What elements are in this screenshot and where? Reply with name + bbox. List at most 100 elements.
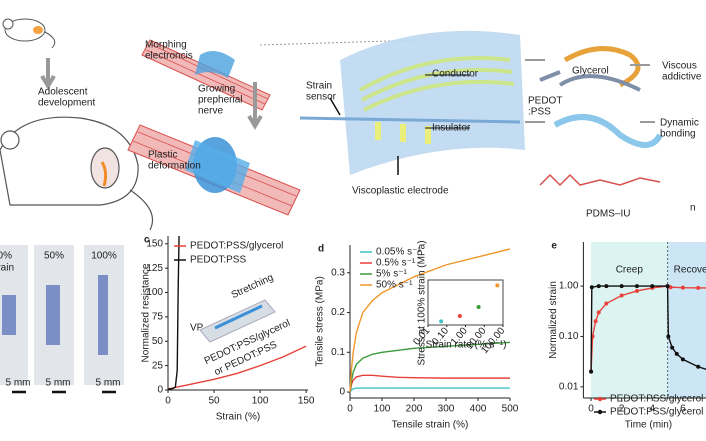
series-marker <box>665 284 670 289</box>
annotation: VP <box>190 323 204 334</box>
arrow <box>40 58 56 90</box>
electrode-film <box>299 30 525 176</box>
x-tick-label: 200 <box>406 404 423 415</box>
big-mouse <box>0 116 154 231</box>
x-axis-label: Tensile strain (%) <box>392 420 469 431</box>
annotation: Stretching <box>230 272 275 301</box>
illustration-label: addictive <box>662 72 702 83</box>
photo-label: strain <box>0 263 14 274</box>
illustration-label: Viscous <box>662 61 697 72</box>
illustration-label: Adolescent <box>38 87 88 98</box>
series-marker <box>650 284 655 289</box>
y-tick-label: 50 <box>152 336 164 347</box>
x-tick-label: 0 <box>588 404 594 415</box>
illustration-label: sensor <box>306 92 337 103</box>
inset-y-label: Stress at 100% strain (MPa) <box>417 240 428 365</box>
series-marker <box>604 284 609 289</box>
series-marker <box>593 319 598 324</box>
series-line <box>349 387 510 393</box>
legend-label: PEDOT:PSS <box>190 255 246 266</box>
illustration-label: deformation <box>148 161 201 172</box>
nerve-tube-bottom <box>127 124 301 216</box>
y-axis-label: Normalized strain <box>548 281 559 359</box>
illustration-label: bonding <box>660 129 696 140</box>
inset-point <box>457 314 462 318</box>
legend-swatch <box>597 409 603 415</box>
series-marker <box>596 310 601 315</box>
legend-label: PEDOT:PSS/glycerol <box>610 407 703 418</box>
region <box>667 242 706 398</box>
legend-label: PEDOT:PSS/glycerol <box>190 241 283 252</box>
illustration-label: prepherial <box>198 95 242 106</box>
series-marker <box>674 351 679 356</box>
x-tick-label: 150 <box>298 396 315 407</box>
series-line <box>349 248 511 393</box>
illustration-label: development <box>38 98 95 109</box>
photo-label: 0% <box>0 251 12 262</box>
series-marker <box>666 334 671 339</box>
y-axis-label: Tensile stress (MPa) <box>315 276 326 367</box>
photo-label: 100% <box>91 251 117 262</box>
x-tick-label: 6 <box>680 404 686 415</box>
x-tick-label: 100 <box>374 404 391 415</box>
x-tick-label: 0 <box>347 404 353 415</box>
illustration-label: Glycerol <box>572 66 609 77</box>
scale-bar-label: 5 mm <box>96 378 121 389</box>
illustration-label: Strain <box>306 81 332 92</box>
legend-label: 0.5% s⁻¹ <box>376 258 416 269</box>
x-tick-label: 500 <box>502 404 519 415</box>
illustration-label: Insulator <box>432 123 471 134</box>
y-tick-label: 150 <box>146 238 163 249</box>
legend-label: 0.05% s⁻¹ <box>376 247 421 258</box>
illustration-label: Dynamic <box>660 118 699 129</box>
series-line <box>349 374 510 393</box>
series-marker <box>589 285 594 290</box>
y-tick-label: 0.10 <box>559 331 579 342</box>
arrow <box>247 82 263 130</box>
illustration-label: :PSS <box>528 107 551 118</box>
y-tick-label: 0.1 <box>331 347 345 358</box>
series-marker <box>589 369 594 374</box>
legend-label: PEDOT:PSS/glycerol <box>610 394 703 405</box>
y-tick-label: 0.01 <box>559 381 579 392</box>
series-marker <box>634 284 639 289</box>
illustration-label: electroncis <box>145 51 193 62</box>
y-tick-label: 0.2 <box>331 307 345 318</box>
illustration-label: nerve <box>198 106 223 117</box>
series-marker <box>680 357 685 362</box>
illustration-label: Growing <box>198 84 235 95</box>
legend-label: 5% s⁻¹ <box>376 269 408 280</box>
series-line <box>167 345 307 390</box>
region-label: Recovery <box>674 265 706 276</box>
inset-frame <box>427 279 504 326</box>
series-marker <box>634 288 639 293</box>
illustration-label: Plastic <box>148 150 177 161</box>
device-sketch <box>199 299 276 343</box>
inset-x-label: Strain rate (% s⁻¹) <box>426 340 507 351</box>
series-marker <box>668 285 673 290</box>
y-tick-label: 0 <box>339 387 345 398</box>
legend-swatch <box>597 396 603 402</box>
series-line <box>349 341 511 393</box>
x-tick-label: 400 <box>470 404 487 415</box>
inset-point <box>476 305 481 309</box>
scale-bar-label: 5 mm <box>6 378 31 389</box>
y-axis-label: Normalized resistance <box>141 263 152 362</box>
panel-letter: d <box>318 244 324 255</box>
series-line <box>167 235 180 390</box>
series-marker <box>670 345 675 350</box>
legend-label: 50% s⁻¹ <box>376 280 413 291</box>
series-marker <box>619 293 624 298</box>
series-marker <box>696 364 701 369</box>
illustration-label: Morphing <box>145 40 187 51</box>
series-marker <box>680 285 685 290</box>
region <box>591 242 668 398</box>
x-axis-label: Time (min) <box>625 420 672 431</box>
y-tick-label: 125 <box>146 263 163 274</box>
series-marker <box>696 285 701 290</box>
series-marker <box>604 301 609 306</box>
y-tick-label: 100 <box>146 287 163 298</box>
panel-letter: c <box>144 235 150 246</box>
x-axis-label: Strain (%) <box>216 412 260 423</box>
